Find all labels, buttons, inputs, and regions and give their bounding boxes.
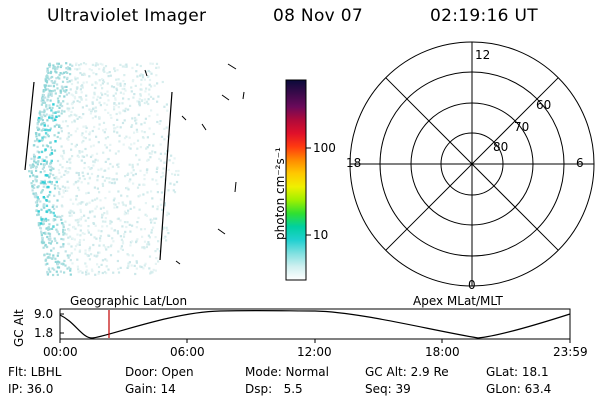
coast-tick-7 [234,181,237,193]
status-ip: IP: 36.0 [8,382,54,396]
polar-mlt-12: 12 [475,48,491,62]
polar-diag-2 [385,77,559,251]
timeline-xtick-label-00: 00:00 [43,345,78,359]
left-limb-line [24,81,35,171]
status-glat: GLat: 18.1 [486,365,549,379]
timeline-xtick-label-12: 12:00 [297,345,332,359]
coast-tick-5 [201,123,207,131]
coast-tick-2 [227,63,237,70]
right-limb-line [159,91,173,261]
coast-tick-8 [217,228,226,235]
coast-tick-3 [221,94,230,101]
auroral-emission-speckles [28,62,180,277]
polar-lat-80: 80 [493,140,509,154]
status-dsp: Dsp: 5.5 [245,382,303,396]
timeline-right-label: Apex MLat/MLT [413,294,503,308]
time-label: 02:19:16 UT [430,6,538,26]
status-gc-alt: GC Alt: 2.9 Re [365,365,449,379]
coast-tick-9 [175,260,181,265]
timeline-frame [59,308,571,340]
polar-mlt-0: 0 [468,278,476,292]
timeline-ytick-label-1-8: 1.8 [34,326,54,340]
timeline-ytick-label-9: 9.0 [34,307,54,321]
colorbar-tick-label-10: 10 [313,228,329,242]
timeline-xtick-label-18: 18:00 [425,345,460,359]
colorbar-tick-label-100: 100 [313,141,336,155]
status-door: Door: Open [125,365,194,379]
timeline-xtick-label-06: 06:00 [170,345,205,359]
coast-tick-6 [181,115,187,121]
timeline-y-title: GC Alt [12,309,26,347]
date-label: 08 Nov 07 [273,6,363,26]
instrument-title: Ultraviolet Imager [47,6,207,26]
polar-mlt-6: 6 [576,156,584,170]
coast-tick-1 [144,69,148,77]
timeline-left-label: Geographic Lat/Lon [70,294,188,308]
colorbar-gradient [285,79,307,281]
polar-mlt-18: 18 [346,156,362,170]
status-mode: Mode: Normal [245,365,329,379]
status-glon: GLon: 63.4 [486,382,552,396]
polar-lat-70: 70 [514,120,530,134]
status-filter: Flt: LBHL [8,365,62,379]
polar-lat-60: 60 [536,98,552,112]
coast-tick-4 [242,91,245,100]
timeline-xtick-label-2359: 23:59 [553,345,588,359]
status-gain: Gain: 14 [125,382,176,396]
status-seq: Seq: 39 [365,382,411,396]
altitude-curve [59,309,571,339]
